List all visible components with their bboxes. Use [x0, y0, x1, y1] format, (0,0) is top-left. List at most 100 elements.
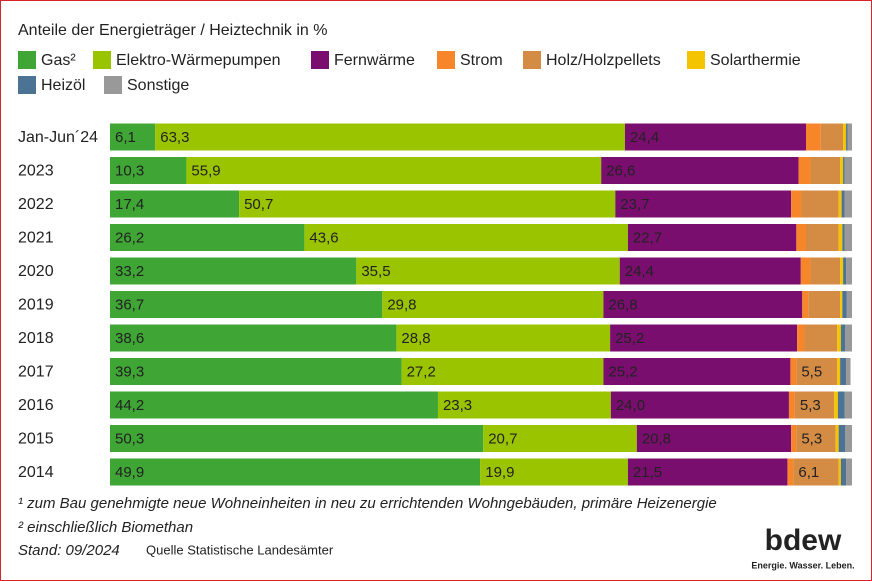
bar-segment	[837, 391, 845, 419]
bar-segment	[805, 123, 821, 151]
legend-swatch	[93, 51, 111, 69]
bar-segment	[601, 157, 799, 184]
bar-segment	[110, 257, 357, 285]
y-tick-label: 2023	[18, 163, 54, 180]
y-tick-label: 2017	[18, 364, 54, 381]
value-label: 10,3	[115, 162, 144, 179]
value-label: 44,2	[115, 397, 144, 414]
value-label: 26,8	[608, 296, 637, 313]
bar-segment	[110, 190, 240, 218]
bar-segment	[840, 157, 844, 184]
bar-segment	[844, 157, 852, 184]
bar-segment	[603, 358, 791, 385]
bar-segment	[800, 257, 811, 285]
bar-segment	[155, 123, 625, 151]
bar-segment	[846, 458, 852, 486]
bar-segment	[796, 425, 836, 452]
value-label: 43,6	[309, 229, 338, 246]
bar-segment	[838, 458, 841, 486]
bar-segment	[810, 157, 841, 184]
bar-segment	[396, 324, 611, 352]
bar-segment	[846, 257, 852, 285]
value-label: 5,3	[800, 397, 821, 414]
logo-tagline: Energie. Wasser. Leben.	[751, 560, 854, 570]
bar-segment	[437, 391, 611, 419]
bar-segment	[843, 123, 847, 151]
value-label: 24,4	[625, 263, 654, 280]
bar-segment	[619, 257, 801, 285]
bar-segment	[808, 291, 841, 318]
value-label: 39,3	[115, 363, 144, 380]
value-label: 27,2	[407, 363, 436, 380]
bar-segment	[110, 391, 438, 419]
bar-segment	[382, 291, 604, 318]
value-label: 5,5	[801, 363, 822, 380]
bar-segment	[802, 291, 809, 318]
bar-segment	[304, 224, 628, 251]
legend-swatch	[687, 51, 705, 69]
legend-label: Strom	[460, 52, 503, 69]
bar-segment	[838, 425, 846, 452]
value-label: 36,7	[115, 296, 144, 313]
bar-segment	[615, 190, 792, 218]
value-label: 17,4	[115, 196, 144, 213]
bar-segment	[793, 458, 839, 486]
bar-segment	[837, 358, 841, 385]
bar-segment	[842, 224, 845, 251]
logo: bdew	[765, 524, 842, 557]
value-label: 5,3	[801, 430, 822, 447]
bar-segment	[791, 425, 797, 452]
value-label: 26,2	[115, 229, 144, 246]
legend-label: Heizöl	[41, 77, 85, 94]
bar-segment	[810, 257, 841, 285]
bar-segment	[110, 358, 402, 385]
bar-segment	[846, 358, 851, 385]
stand: Stand: 09/2024	[18, 542, 120, 559]
bar-segment	[805, 224, 839, 251]
legend-label: Gas²	[41, 52, 76, 69]
value-label: 6,1	[115, 129, 136, 146]
value-label: 49,9	[115, 464, 144, 481]
bar-segment	[840, 257, 844, 285]
bar-segment	[842, 291, 847, 318]
bar-segment	[841, 190, 845, 218]
bar-segment	[845, 425, 852, 452]
value-label: 19,9	[485, 464, 514, 481]
bar-segment	[838, 190, 842, 218]
bar-segment	[843, 257, 847, 285]
legend-swatch	[311, 51, 329, 69]
bar-segment	[603, 291, 803, 318]
source: Quelle Statistische Landesämter	[146, 542, 334, 557]
value-label: 21,5	[633, 464, 662, 481]
value-label: 22,7	[633, 229, 662, 246]
value-label: 25,2	[615, 330, 644, 347]
bar-segment	[846, 123, 848, 151]
legend-label: Sonstige	[127, 77, 189, 94]
bar-segment	[844, 391, 852, 419]
legend-swatch	[18, 76, 36, 94]
bar-segment	[610, 324, 798, 352]
bar-segment	[788, 391, 795, 419]
legend-label: Holz/Holzpellets	[546, 52, 661, 69]
value-label: 23,3	[443, 397, 472, 414]
value-label: 25,2	[608, 363, 637, 380]
bar-segment	[796, 358, 838, 385]
bar-segment	[636, 425, 792, 452]
value-label: 63,3	[160, 129, 189, 146]
bar-segment	[610, 391, 789, 419]
bar-segment	[110, 291, 383, 318]
y-tick-label: Jan-Jun´24	[18, 129, 98, 146]
bar-segment	[356, 257, 620, 285]
value-label: 38,6	[115, 330, 144, 347]
bar-segment	[480, 458, 628, 486]
bar-segment	[837, 324, 841, 352]
value-label: 20,7	[488, 430, 517, 447]
bar-segment	[834, 391, 838, 419]
bar-segment	[627, 458, 788, 486]
bar-segment	[110, 324, 397, 352]
value-label: 29,8	[387, 296, 416, 313]
bar-segment	[844, 224, 852, 251]
bar-segment	[840, 358, 847, 385]
legend-swatch	[18, 51, 36, 69]
